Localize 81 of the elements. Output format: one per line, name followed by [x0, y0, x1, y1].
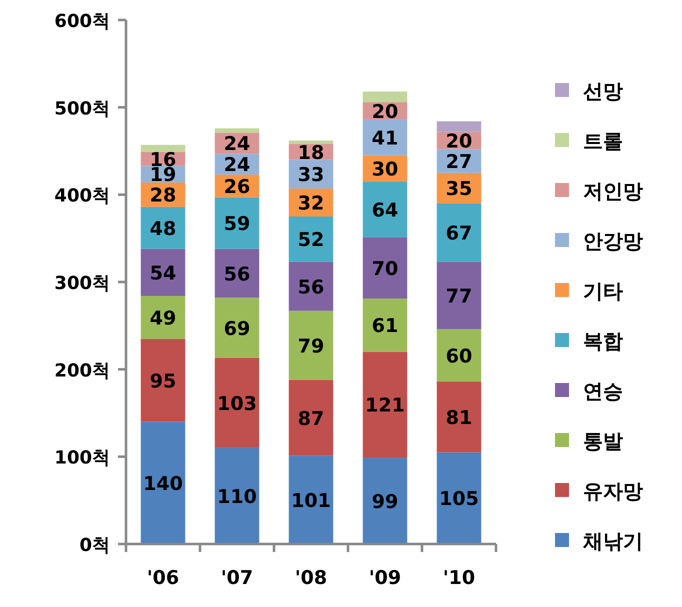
- bar: [214, 298, 260, 358]
- legend-label: 선망: [583, 79, 623, 103]
- data-label: 140: [143, 472, 183, 495]
- y-tick-label: 200척: [54, 360, 110, 382]
- data-label: 56: [224, 263, 250, 286]
- x-tick-label: '07: [220, 567, 254, 589]
- data-label: 64: [372, 200, 398, 222]
- data-label: 110: [217, 486, 257, 508]
- x-tick-label: '08: [294, 567, 328, 589]
- data-label: 27: [446, 151, 472, 174]
- data-label: 99: [372, 490, 398, 513]
- data-label: 77: [446, 286, 472, 308]
- bar: [436, 452, 482, 544]
- data-label: 30: [372, 158, 398, 180]
- data-label: 52: [298, 229, 324, 252]
- x-tick-label: '10: [442, 567, 476, 589]
- data-label: 87: [298, 408, 324, 430]
- data-label: 20: [372, 100, 398, 123]
- bar: [362, 237, 408, 299]
- data-label: 69: [224, 318, 250, 340]
- data-label: 101: [291, 490, 331, 512]
- data-label: 26: [224, 176, 250, 198]
- data-label: 105: [439, 488, 479, 510]
- bar: [362, 298, 408, 352]
- legend-label: 채낚기: [582, 529, 643, 553]
- data-label: 95: [150, 370, 176, 392]
- data-label: 103: [217, 392, 257, 415]
- data-label: 79: [298, 335, 324, 358]
- y-tick-label: 0척: [79, 535, 110, 556]
- bar: [140, 422, 186, 544]
- legend-label: 연승: [583, 379, 623, 403]
- bar: [362, 352, 408, 458]
- legend-label: 안강망: [583, 229, 643, 253]
- bar: [288, 456, 334, 544]
- y-tick-label: 500척: [54, 98, 110, 120]
- data-label: 18: [298, 142, 324, 164]
- legend-label: 기타: [583, 279, 623, 303]
- bar: [140, 338, 186, 422]
- bar: [288, 140, 334, 144]
- legend-label: 복합: [583, 329, 623, 353]
- bar: [288, 380, 334, 456]
- bar: [436, 262, 482, 330]
- bar: [362, 182, 408, 238]
- data-label: 41: [372, 127, 398, 150]
- legend-label: 통발: [583, 429, 623, 453]
- data-label: 60: [446, 345, 472, 368]
- y-tick-label: 100척: [54, 448, 110, 469]
- data-label: 20: [446, 130, 472, 153]
- legend-label: 저인망: [583, 179, 643, 203]
- data-label: 59: [224, 213, 250, 236]
- data-label: 24: [224, 133, 250, 156]
- x-tick-label: '09: [368, 567, 402, 589]
- data-label: 35: [446, 178, 472, 200]
- data-label: 81: [446, 406, 472, 429]
- bar: [362, 458, 408, 544]
- x-tick-label: '06: [146, 567, 180, 589]
- data-label: 54: [150, 262, 176, 284]
- bar: [436, 382, 482, 452]
- y-tick-label: 400척: [54, 186, 110, 207]
- data-label: 67: [446, 222, 472, 245]
- legend-label: 유자망: [583, 479, 643, 503]
- data-label: 56: [298, 276, 324, 298]
- y-tick-label: 600척: [54, 11, 110, 32]
- bar: [214, 358, 260, 448]
- data-label: 33: [298, 164, 324, 186]
- data-label: 28: [150, 184, 176, 207]
- data-label: 121: [365, 394, 405, 417]
- data-label: 32: [298, 192, 324, 215]
- bar: [140, 144, 186, 152]
- legend-label: 트롤: [583, 129, 623, 153]
- bar: [362, 92, 408, 102]
- bar: [436, 203, 482, 262]
- data-label: 49: [150, 307, 176, 330]
- bar: [288, 310, 334, 380]
- data-label: 70: [372, 258, 398, 280]
- bar: [214, 128, 260, 133]
- bar: [214, 448, 260, 544]
- y-tick-label: 300척: [54, 273, 110, 294]
- data-label: 24: [224, 154, 250, 176]
- data-label: 48: [150, 218, 176, 240]
- data-label: 61: [372, 315, 398, 338]
